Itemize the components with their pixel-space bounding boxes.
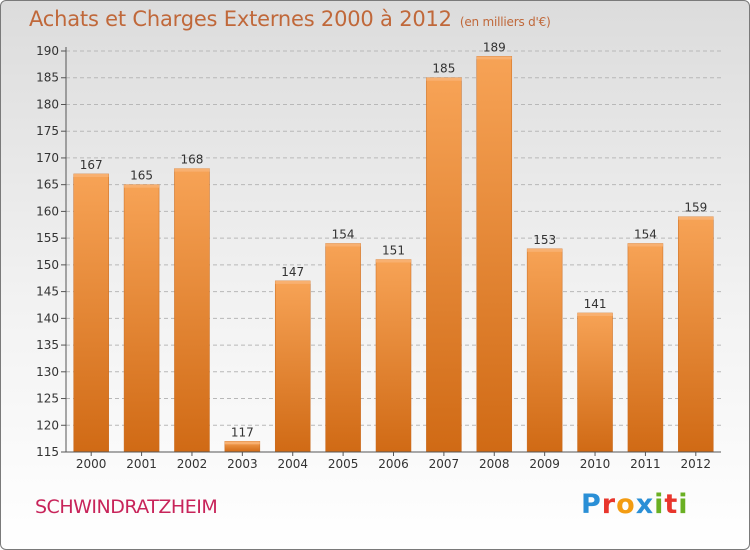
- bar-value-label: 189: [483, 40, 506, 54]
- logo-letter: t: [664, 489, 679, 520]
- x-tick-label: 2010: [580, 457, 611, 471]
- y-tick-label: 160: [36, 204, 59, 218]
- bar-top-highlight: [527, 248, 563, 252]
- bar-2009: [526, 248, 563, 453]
- x-tick-label: 2004: [277, 457, 308, 471]
- bar-top-highlight: [627, 243, 663, 247]
- x-tick-label: 2009: [529, 457, 560, 471]
- bar-2011: [627, 243, 664, 453]
- bar-value-label: 168: [181, 153, 204, 167]
- bar-2007: [426, 77, 462, 453]
- bar-top-highlight: [174, 168, 210, 172]
- y-tick-label: 125: [36, 392, 59, 406]
- bar-2006: [375, 259, 412, 453]
- bar-top-highlight: [275, 280, 311, 284]
- y-tick-label: 120: [36, 418, 59, 432]
- y-tick-label: 175: [36, 124, 59, 138]
- chart-title: Achats et Charges Externes 2000 à 2012 (e…: [29, 7, 551, 31]
- bars: 167 165 168 117 147 154 151 185 189 153 141 154 159: [73, 40, 714, 453]
- x-tick-label: 2001: [126, 457, 157, 471]
- y-tick-label: 145: [36, 285, 59, 299]
- bar-value-label: 154: [634, 227, 657, 241]
- y-tick-label: 140: [36, 311, 59, 325]
- bar-value-label: 153: [533, 233, 556, 247]
- bar-value-label: 167: [80, 158, 103, 172]
- bar-value-label: 185: [432, 62, 455, 76]
- x-tick-label: 2000: [76, 457, 107, 471]
- city-name: SCHWINDRATZHEIM: [35, 496, 218, 518]
- bar-top-highlight: [73, 173, 109, 177]
- logo-letter: P: [581, 489, 602, 520]
- y-tick-label: 170: [36, 151, 59, 165]
- bar-2012: [678, 216, 714, 453]
- bar-2008: [476, 56, 513, 453]
- bar-value-label: 165: [130, 169, 153, 183]
- bar-2010: [577, 312, 613, 453]
- y-tick-label: 130: [36, 365, 59, 379]
- bar-value-label: 147: [281, 265, 304, 279]
- y-tick-label: 165: [36, 178, 59, 192]
- bar-2002: [174, 168, 210, 453]
- logo-letter: x: [635, 489, 655, 520]
- bar-value-label: 151: [382, 244, 405, 258]
- bar-value-label: 117: [231, 425, 254, 439]
- bar-2001: [123, 184, 160, 453]
- x-tick-label: 2002: [177, 457, 208, 471]
- axes: 115 120 125 130 135 140 145 150 155 160 165 170 175 1…: [36, 44, 721, 471]
- x-tick-label: 2008: [479, 457, 510, 471]
- y-tick-label: 190: [36, 44, 59, 58]
- x-tick-label: 2011: [630, 457, 661, 471]
- y-tick-label: 185: [36, 71, 59, 85]
- bar-top-highlight: [678, 216, 714, 220]
- bar-top-highlight: [476, 56, 512, 60]
- bar-top-highlight: [224, 441, 260, 445]
- bar-top-highlight: [325, 243, 361, 247]
- proxiti-logo: Proxiti: [581, 489, 689, 520]
- logo-letter: r: [601, 489, 617, 520]
- x-tick-label: 2003: [227, 457, 258, 471]
- x-tick-label: 2012: [681, 457, 712, 471]
- chart-title-text: Achats et Charges Externes 2000 à 2012: [29, 7, 452, 31]
- bar-top-highlight: [577, 312, 613, 316]
- bar-top-highlight: [376, 259, 411, 263]
- x-tick-label: 2006: [378, 457, 409, 471]
- bar-top-highlight: [124, 184, 160, 188]
- logo-letter: i: [678, 489, 689, 520]
- x-tick-label: 2007: [429, 457, 460, 471]
- x-tick-label: 2005: [328, 457, 359, 471]
- bar-value-label: 159: [684, 201, 707, 215]
- bar-value-label: 154: [332, 227, 355, 241]
- y-tick-label: 115: [36, 445, 59, 459]
- unit-note: (en milliers d'€): [459, 15, 551, 29]
- logo-letter: i: [654, 489, 665, 520]
- y-tick-label: 150: [36, 258, 59, 272]
- bar-2000: [73, 173, 109, 453]
- bar-2004: [274, 280, 311, 453]
- y-tick-label: 135: [36, 338, 59, 352]
- y-tick-label: 180: [36, 97, 59, 111]
- logo-letter: o: [616, 489, 636, 520]
- bar-2005: [325, 243, 361, 453]
- y-tick-label: 155: [36, 231, 59, 245]
- bar-top-highlight: [426, 77, 462, 81]
- bar-value-label: 141: [584, 297, 607, 311]
